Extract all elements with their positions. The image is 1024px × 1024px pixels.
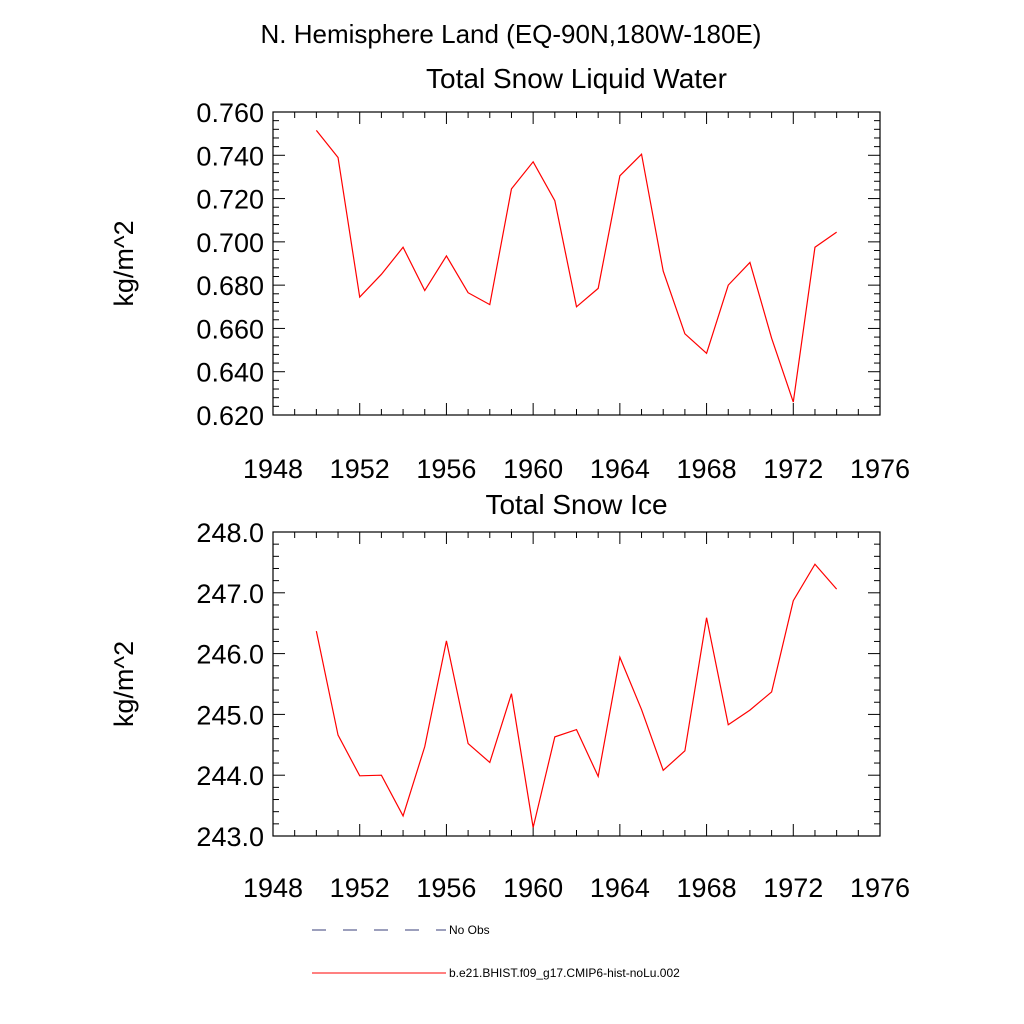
y-tick-label: 244.0 — [196, 761, 264, 791]
x-tick-label: 1972 — [763, 454, 823, 484]
x-tick-label: 1960 — [503, 454, 563, 484]
y-tick-label: 0.700 — [196, 228, 264, 258]
chart-panel-snow-liquid-water: 1948 1952 1956 1960 1964 1968 1972 1976 0.620 0.6… — [109, 63, 910, 484]
x-tick-label: 1948 — [243, 873, 303, 903]
x-tick-label: 1968 — [677, 454, 737, 484]
x-tick-label: 1972 — [763, 873, 823, 903]
y-tick-label: 245.0 — [196, 700, 264, 730]
chart-panel-snow-ice: 1948 1952 1956 1960 1964 1968 1972 1976 243.0 244… — [109, 489, 910, 903]
y-tick-label: 0.680 — [196, 271, 264, 301]
y-tick-label: 0.640 — [196, 358, 264, 388]
chart-title: Total Snow Liquid Water — [426, 63, 727, 94]
legend: No Obs b.e21.BHIST.f09_g17.CMIP6-hist-no… — [312, 923, 680, 980]
x-tick-label: 1964 — [590, 454, 650, 484]
y-tick-label: 0.760 — [196, 98, 264, 128]
y-tick-label: 246.0 — [196, 640, 264, 670]
x-tick-label: 1956 — [416, 454, 476, 484]
plot-frame — [272, 111, 881, 416]
y-tick-label: 248.0 — [196, 518, 264, 548]
x-tick-label: 1968 — [677, 873, 737, 903]
legend-label-model: b.e21.BHIST.f09_g17.CMIP6-hist-noLu.002 — [449, 966, 680, 980]
x-tick-label: 1964 — [590, 873, 650, 903]
series-line — [315, 563, 838, 828]
figure-title: N. Hemisphere Land (EQ-90N,180W-180E) — [261, 19, 762, 49]
x-tick-label: 1956 — [416, 873, 476, 903]
x-tick-label: 1976 — [850, 454, 910, 484]
y-tick-label: 0.660 — [196, 314, 264, 344]
y-tick-label: 0.740 — [196, 141, 264, 171]
y-tick-label: 247.0 — [196, 579, 264, 609]
y-tick-label: 0.720 — [196, 185, 264, 215]
x-tick-label: 1952 — [330, 873, 390, 903]
legend-label-no-obs: No Obs — [449, 923, 490, 937]
x-tick-label: 1948 — [243, 454, 303, 484]
x-tick-label: 1952 — [330, 454, 390, 484]
y-axis-label: kg/m^2 — [109, 641, 139, 727]
y-axis-label: kg/m^2 — [109, 220, 139, 306]
series-line — [315, 130, 837, 403]
plot-frame — [272, 531, 881, 837]
y-tick-label: 243.0 — [196, 822, 264, 852]
x-tick-label: 1976 — [850, 873, 910, 903]
y-tick-label: 0.620 — [196, 401, 264, 431]
chart-title: Total Snow Ice — [485, 489, 667, 520]
x-tick-label: 1960 — [503, 873, 563, 903]
